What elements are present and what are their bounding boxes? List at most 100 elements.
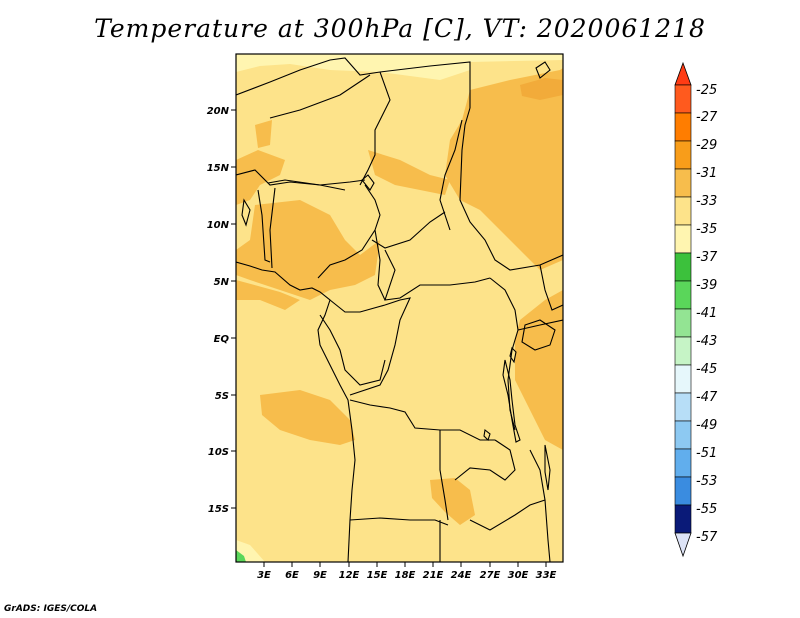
field-warm-northeast <box>445 68 563 270</box>
border-niger-chad-libya <box>359 71 391 186</box>
lake-chad <box>361 174 375 191</box>
colorbar-label-5: -35 <box>696 222 717 237</box>
field-warm-atlantic <box>260 390 355 445</box>
field-warm-gulf <box>236 280 300 310</box>
border-angola-zambia <box>439 430 449 521</box>
colorbar-label-14: -53 <box>696 474 717 489</box>
border-car-south <box>384 249 491 301</box>
field-warm-north-small <box>255 120 272 148</box>
colorbar-swatch-10 <box>674 364 692 394</box>
colorbar-swatch-9 <box>674 336 692 366</box>
field-warm-sahel <box>368 150 450 195</box>
border-sudan-east <box>459 107 563 271</box>
lake-mweru <box>483 428 491 442</box>
border-burkina <box>236 169 346 191</box>
lon-tick-21e: 21E <box>423 570 444 581</box>
field-warm-east-lakes <box>515 290 563 450</box>
colorbar-swatch-14 <box>674 476 692 506</box>
border-togo-benin <box>257 189 271 263</box>
lon-tick-6e: 6E <box>285 570 299 581</box>
border-cameroon-south <box>329 299 386 313</box>
colorbar-label-2: -29 <box>696 138 717 153</box>
colorbar-swatch-3 <box>674 168 692 198</box>
border-gabon-congo <box>319 314 386 386</box>
colorbar-label-11: -47 <box>696 390 718 405</box>
colorbar-label-6: -37 <box>696 250 718 265</box>
map-frame <box>235 53 564 563</box>
lon-tick-15e: 15E <box>367 570 388 581</box>
lon-tick-24e: 24E <box>451 570 472 581</box>
colorbar-label-3: -31 <box>696 166 717 181</box>
border-mozambique <box>529 449 551 562</box>
border-congo-drc <box>349 297 411 396</box>
lon-tick-18e: 18E <box>395 570 416 581</box>
colorbar-swatch-15 <box>674 504 692 534</box>
colorbar-label-13: -51 <box>696 446 717 461</box>
colorbar-swatch-0 <box>674 84 692 114</box>
field-warm-angola <box>430 478 475 525</box>
border-libya-chad <box>379 61 471 108</box>
colorbar-label-15: -55 <box>696 502 717 517</box>
field-warm-nigeria <box>236 200 380 300</box>
lake-tanganyika <box>502 359 521 443</box>
border-east-tanzania <box>517 319 563 331</box>
lat-tick-5s: 5S <box>215 391 229 402</box>
field-warm-ne-orange <box>520 78 563 100</box>
border-nigeria-west <box>269 187 276 269</box>
colorbar-swatch-5 <box>674 224 692 254</box>
lake-volta <box>241 198 251 227</box>
lat-tick-10n: 10N <box>207 220 230 231</box>
border-angola-namibia <box>349 517 449 526</box>
border-nigeria-niger <box>267 179 366 186</box>
border-chad-sudan <box>439 119 463 231</box>
lake-malawi <box>544 444 551 491</box>
border-drc-zambia <box>454 439 516 481</box>
lat-tick-5n: 5N <box>214 277 230 288</box>
colorbar-swatch-6 <box>674 252 692 282</box>
lat-axis: 20N 15N 10N 5N EQ 5S 10S 15S <box>207 106 236 515</box>
border-zambia-zimbabwe <box>469 499 546 531</box>
lon-tick-9e: 9E <box>313 570 327 581</box>
border-cameroon-car <box>374 229 386 301</box>
lon-tick-30e: 30E <box>508 570 529 581</box>
temperature-field <box>236 54 563 562</box>
colorbar: -25 -27 -29 -31 -33 -35 -37 -39 -41 -43 … <box>674 61 718 558</box>
field-green-corner <box>236 550 246 562</box>
coast-west-africa <box>236 261 356 562</box>
colorbar-swatch-1 <box>674 112 692 142</box>
lake-victoria <box>521 319 556 351</box>
border-nigeria-cameroon <box>317 184 381 279</box>
border-algeria-niger <box>236 57 381 96</box>
ne-coast-fragment <box>535 61 551 79</box>
colorbar-swatch-2 <box>674 140 692 170</box>
country-borders <box>236 57 563 562</box>
colorbar-top-arrow <box>674 61 692 86</box>
border-mali-niger <box>269 74 371 119</box>
lake-kivu <box>509 346 517 364</box>
field-warm-west <box>236 150 285 205</box>
lon-tick-3e: 3E <box>257 570 271 581</box>
border-drc-angola <box>349 399 495 441</box>
colorbar-swatch-7 <box>674 280 692 310</box>
colorbar-label-1: -27 <box>696 110 718 125</box>
map-title: Temperature at 300hPa [C], VT: 202006121… <box>94 14 706 43</box>
colorbar-label-10: -45 <box>696 362 717 377</box>
lat-tick-10s: 10S <box>208 447 229 458</box>
colorbar-swatch-11 <box>674 392 692 422</box>
lon-axis: 3E 6E 9E 12E 15E 18E 21E 24E 27E 30E 33E <box>257 562 557 581</box>
colorbar-label-0: -25 <box>696 83 717 98</box>
colorbar-label-16: -57 <box>696 530 718 545</box>
colorbar-swatch-13 <box>674 448 692 478</box>
lon-tick-33e: 33E <box>536 570 557 581</box>
lon-tick-12e: 12E <box>339 570 360 581</box>
lat-tick-15s: 15S <box>208 504 229 515</box>
colorbar-swatch-4 <box>674 196 692 226</box>
colorbar-label-8: -41 <box>696 306 717 321</box>
grads-credit: GrADS: IGES/COLA <box>4 604 98 614</box>
lat-tick-eq: EQ <box>214 334 230 345</box>
lat-tick-20n: 20N <box>207 106 230 117</box>
colorbar-swatch-12 <box>674 420 692 450</box>
colorbar-bottom-arrow <box>674 532 692 558</box>
colorbar-swatch-8 <box>674 308 692 338</box>
